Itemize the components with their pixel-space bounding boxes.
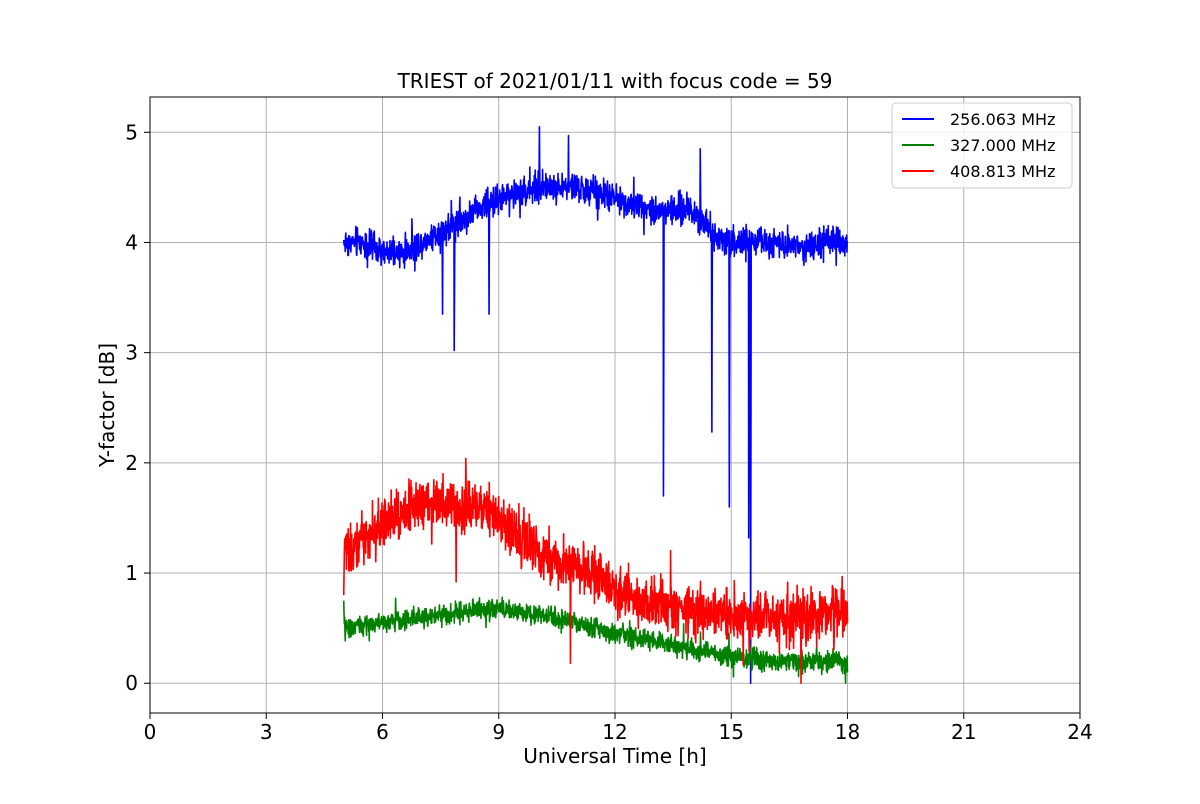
plot-series xyxy=(342,125,849,685)
series-line xyxy=(342,125,849,685)
y-tick-label: 2 xyxy=(125,451,138,475)
x-tick-label: 3 xyxy=(260,720,273,744)
x-tick-label: 18 xyxy=(835,720,860,744)
legend-label: 256.063 MHz xyxy=(950,110,1055,129)
series-line xyxy=(342,596,849,685)
x-tick-label: 12 xyxy=(602,720,627,744)
legend-label: 327.000 MHz xyxy=(950,136,1055,155)
x-tick-label: 15 xyxy=(719,720,744,744)
x-axis-label: Universal Time [h] xyxy=(523,744,706,768)
y-tick-label: 0 xyxy=(125,671,138,695)
y-tick-label: 5 xyxy=(125,120,138,144)
y-tick-label: 3 xyxy=(125,341,138,365)
series-line xyxy=(342,457,849,685)
x-tick-label: 9 xyxy=(492,720,505,744)
x-tick-label: 21 xyxy=(951,720,976,744)
legend-label: 408.813 MHz xyxy=(950,162,1055,181)
x-tick-label: 24 xyxy=(1067,720,1092,744)
y-tick-label: 4 xyxy=(125,230,138,254)
y-axis-ticks: 0 1 2 3 4 5 xyxy=(125,120,150,695)
y-tick-label: 1 xyxy=(125,561,138,585)
x-tick-label: 0 xyxy=(144,720,157,744)
legend: 256.063 MHz 327.000 MHz 408.813 MHz xyxy=(891,102,1073,189)
x-axis-ticks: 0 3 6 9 12 15 18 21 24 xyxy=(144,713,1093,744)
y-axis-label: Y-factor [dB] xyxy=(95,343,119,468)
chart-title: TRIEST of 2021/01/11 with focus code = 5… xyxy=(397,69,833,93)
legend-box xyxy=(891,102,1073,189)
x-tick-label: 6 xyxy=(376,720,389,744)
